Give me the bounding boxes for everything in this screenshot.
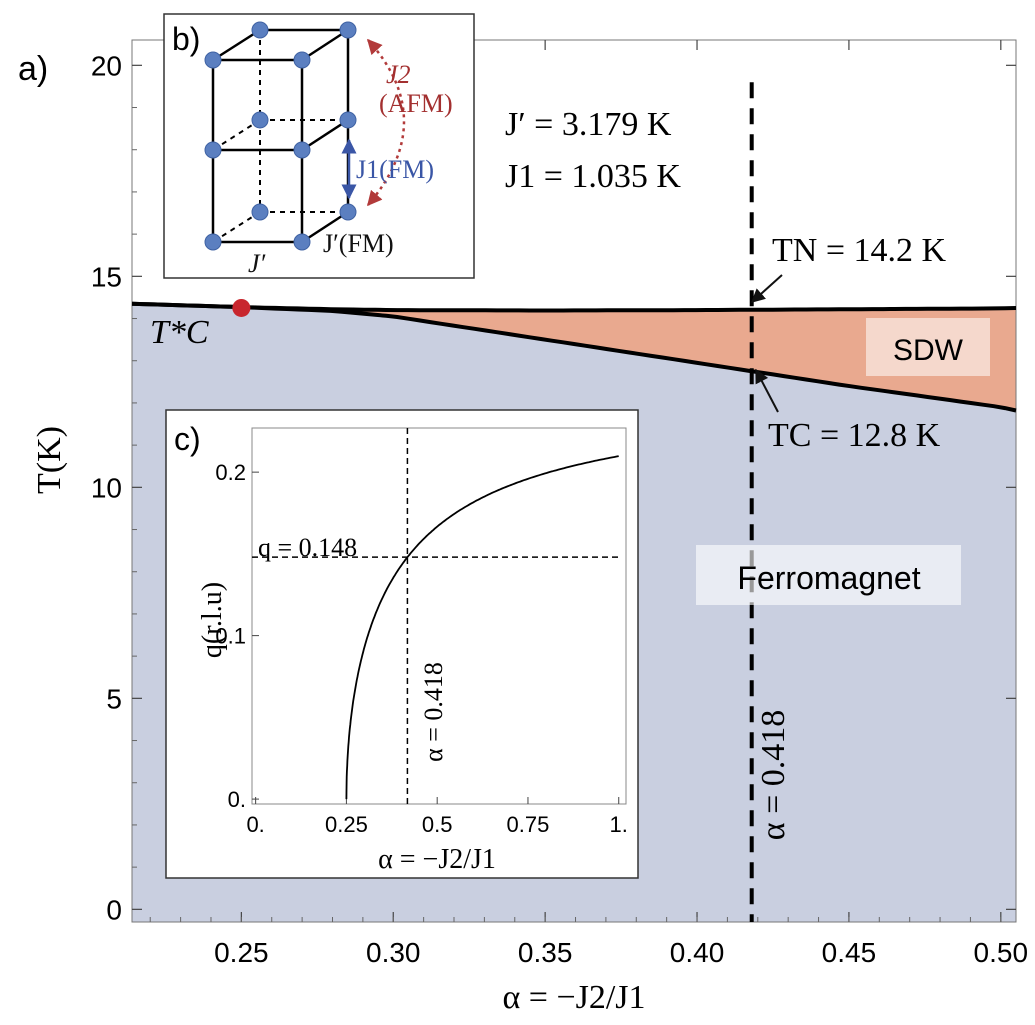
panel-label-b: b) — [172, 21, 200, 57]
main-plot-frame — [131, 39, 1017, 923]
jprime-label: J′ — [248, 249, 266, 278]
main-x-tick-label: 0.25 — [214, 937, 269, 968]
q-value-label: q = 0.148 — [258, 533, 357, 562]
ferromagnet-region-label: Ferromagnet — [737, 560, 920, 596]
q-y-tick-label: 0. — [228, 787, 246, 812]
tc-value-label: TC = 12.8 K — [768, 417, 941, 454]
lattice-inset: b) — [163, 13, 475, 279]
tc-star-label: T*C — [150, 314, 209, 351]
panel-label-a: a) — [18, 50, 48, 88]
main-y-tick-label: 5 — [106, 683, 122, 714]
main-y-axis-label: T(K) — [31, 426, 68, 494]
sdw-label-box — [866, 318, 990, 376]
q-x-tick-label: 0. — [246, 812, 264, 837]
q-y-tick-label: 0.1 — [215, 624, 246, 649]
tc-star-marker — [232, 298, 251, 317]
q-x-tick-label: 0.25 — [325, 812, 368, 837]
tn-arrow — [750, 274, 783, 303]
q-y-axis-label: q(r.l.u) — [197, 582, 228, 658]
main-x-tick-label: 0.45 — [822, 937, 877, 968]
main-x-tick-label: 0.30 — [366, 937, 421, 968]
main-y-tick-label: 0 — [106, 894, 122, 925]
q-plot-frame — [251, 427, 627, 805]
tc-arrow — [755, 368, 779, 413]
q-y-tick-label: 0.2 — [215, 460, 246, 485]
main-y-tick-label: 10 — [91, 472, 122, 503]
main-y-tick-label: 15 — [91, 261, 122, 292]
q-inset: c) 0. 0.25 0.5 0.75 1. 0. 0.1 0.2 q = 0.148 α =… — [165, 409, 639, 879]
j2-label: J2 — [386, 60, 411, 89]
sdw-region-label: SDW — [893, 334, 964, 367]
sdw-region — [132, 303, 1016, 411]
tn-value-label: TN = 14.2 K — [772, 232, 946, 269]
q-x-axis-label: α = −J2/J1 — [378, 844, 496, 875]
ferromagnet-label-box — [696, 545, 961, 605]
q-curve — [345, 455, 619, 800]
jprime-fm-label: J′(FM) — [323, 229, 394, 258]
main-x-tick-label: 0.35 — [518, 937, 573, 968]
q-x-tick-label: 0.75 — [507, 812, 550, 837]
main-x-axis-label: α = −J2/J1 — [502, 979, 645, 1016]
main-x-tick-label: 0.50 — [974, 937, 1029, 968]
jprime-value-label: J′ = 3.179 K — [505, 106, 672, 143]
alpha-critical-label: α = 0.418 — [755, 710, 792, 841]
main-x-tick-label: 0.40 — [670, 937, 725, 968]
tc-phase-boundary — [131, 301, 1017, 413]
q-inset-frame — [165, 409, 639, 879]
q-alpha-label: α = 0.418 — [419, 662, 448, 762]
lattice-atoms — [204, 21, 357, 251]
j1-value-label: J1 = 1.035 K — [505, 158, 681, 195]
j1-fm-label: J1(FM) — [356, 155, 434, 184]
main-y-tick-label: 20 — [91, 50, 122, 81]
main-axis-ticks: 0.25 0.30 0.35 0.40 0.45 0.50 0 5 10 15 20 — [91, 40, 1028, 968]
q-axis-ticks: 0. 0.25 0.5 0.75 1. 0. 0.1 0.2 — [215, 460, 628, 837]
q-x-tick-label: 1. — [610, 812, 628, 837]
afm-label: (AFM) — [379, 89, 453, 118]
panel-label-c: c) — [174, 421, 201, 457]
q-x-tick-label: 0.5 — [422, 812, 453, 837]
